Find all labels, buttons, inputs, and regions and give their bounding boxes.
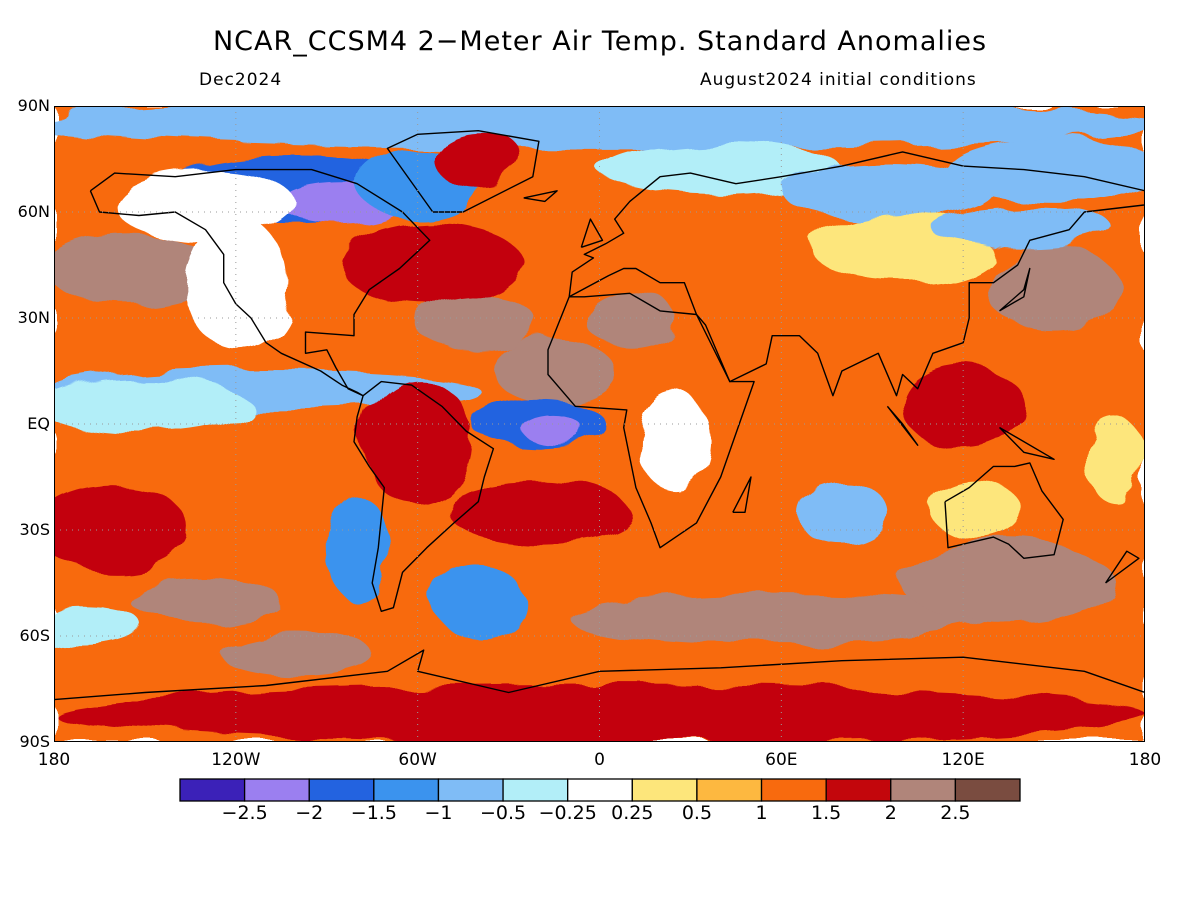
colorbar-swatch (954, 778, 1021, 802)
anomaly-blob (493, 339, 615, 403)
anomaly-blob (932, 208, 1115, 251)
colorbar-tick-label: 2 (884, 802, 897, 824)
anomaly-blob (523, 416, 585, 446)
colorbar-swatch (308, 778, 375, 802)
coastline (386, 130, 540, 213)
longitude-label: 120E (941, 750, 985, 770)
anomaly-blob (599, 141, 842, 198)
coastlines (54, 130, 1145, 701)
coastline (580, 218, 604, 248)
anomaly-blob (326, 494, 388, 601)
coastline (732, 476, 752, 513)
latitude-label: 90S (19, 732, 50, 751)
colorbar-tick-label: −0.5 (479, 802, 527, 824)
anomaly-blob (638, 392, 712, 492)
latitude-label: 30N (17, 308, 50, 327)
anomaly-blob (796, 480, 888, 545)
colorbar-swatch (825, 778, 892, 802)
colorbar-tick-label: 2.5 (940, 802, 971, 824)
colorbar-swatch (373, 778, 440, 802)
map-frame (54, 106, 1145, 742)
longitude-label: 180 (37, 750, 71, 770)
coastline (999, 267, 1031, 312)
colorbar-swatch (631, 778, 698, 802)
anomaly-blob (432, 130, 524, 188)
coastline (1105, 550, 1140, 584)
anomaly-blob (987, 247, 1121, 333)
colorbar-swatch (760, 778, 827, 802)
longitude-label: 120W (211, 750, 261, 770)
initial-conditions-label: August2024 initial conditions (700, 70, 977, 90)
anomaly-blob (569, 593, 994, 644)
anomaly-blob (781, 162, 994, 220)
longitude-label: 0 (594, 750, 605, 770)
target-month-label: Dec2024 (199, 70, 283, 90)
anomaly-map (54, 106, 1145, 742)
latitude-label: EQ (27, 414, 50, 433)
coastline (944, 462, 1064, 559)
anomaly-blob (341, 222, 524, 308)
anomaly-blob (417, 296, 539, 354)
latitude-label: 60S (19, 626, 50, 645)
colorbar-swatch (179, 778, 246, 802)
colorbar-swatch (696, 778, 763, 802)
colorbar-swatch (437, 778, 504, 802)
chart-title: NCAR_CCSM4 2−Meter Air Temp. Standard An… (212, 26, 988, 57)
longitude-label: 180 (1128, 750, 1162, 770)
coastline (353, 380, 495, 612)
anomaly-blob (220, 632, 373, 675)
latitude-label: 60N (17, 202, 50, 221)
anomaly-blob (432, 565, 524, 636)
colorbar-tick-label: −1 (424, 802, 453, 824)
coastline (886, 405, 919, 446)
latitude-label: 90N (17, 96, 50, 115)
lat-lon-grid (54, 106, 1145, 742)
colorbar-tick-label: −2 (295, 802, 324, 824)
coastline (568, 151, 1145, 397)
colorbar-swatch (243, 778, 310, 802)
coastline (523, 190, 558, 203)
longitude-label: 60W (398, 750, 437, 770)
anomaly-blob (447, 484, 630, 541)
anomaly-blob (54, 487, 191, 573)
colorbar-tick-label: 0.5 (681, 802, 713, 824)
anomaly-blob (54, 607, 145, 651)
colorbar-swatch (890, 778, 957, 802)
anomaly-blob (948, 137, 1145, 202)
colorbar-tick-label: 1.5 (811, 802, 842, 824)
coastline (999, 426, 1055, 460)
anomaly-blob (181, 219, 291, 347)
anomaly-blob (584, 289, 676, 347)
anomaly-blob (932, 484, 1024, 541)
anomaly-blob (902, 540, 1115, 626)
anomaly-blob (54, 378, 251, 435)
anomaly-blob (1084, 416, 1145, 502)
colorbar-tick-label: −2.5 (221, 802, 268, 824)
anomaly-blob (54, 685, 1145, 742)
coastline (54, 649, 1145, 701)
anomaly-blob (363, 378, 473, 506)
anomaly-blob (54, 233, 215, 304)
colorbar-tick-label: −0.25 (538, 802, 597, 824)
colorbar-tick-label: −1.5 (350, 802, 397, 824)
longitude-label: 60E (765, 750, 798, 770)
anomaly-map-svg (54, 106, 1145, 742)
anomaly-blob (54, 106, 1145, 149)
anomaly-blob (129, 579, 282, 622)
coastline (547, 292, 755, 549)
coastline (89, 168, 431, 397)
colorbar-swatch (567, 778, 633, 802)
latitude-label: 30S (19, 520, 50, 539)
colorbar-swatch (502, 778, 569, 802)
colorbar (179, 778, 1021, 802)
colorbar-tick-label: 1 (755, 802, 768, 824)
colorbar-tick-label: 0.25 (611, 802, 654, 824)
